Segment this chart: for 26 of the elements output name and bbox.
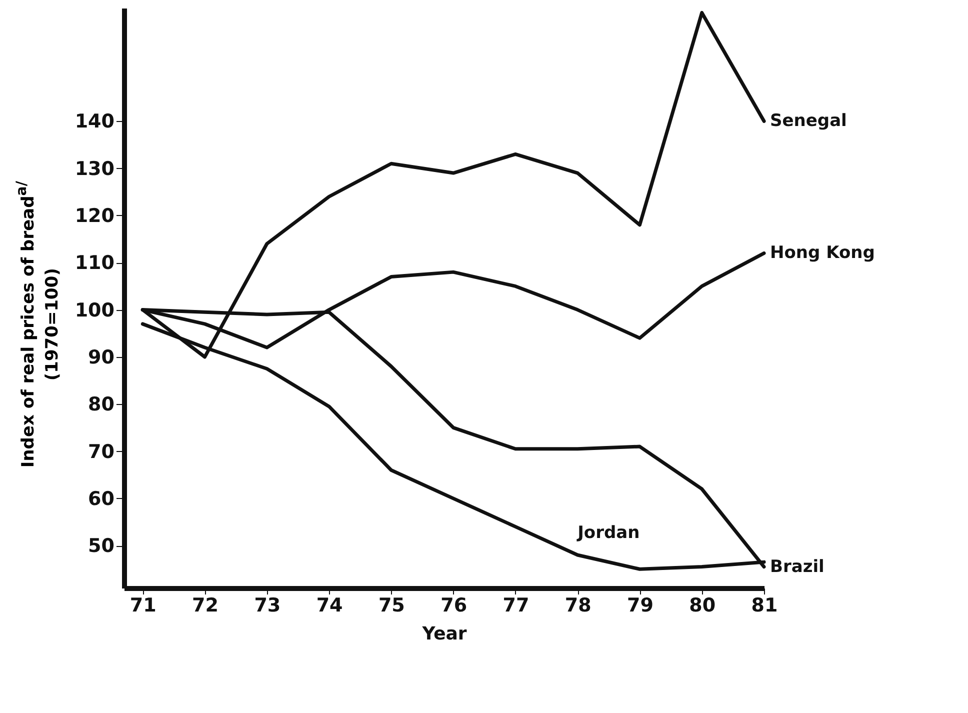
x-tick-label: 71 bbox=[130, 594, 156, 616]
series-label: Senegal bbox=[770, 111, 847, 132]
x-tick-label: 74 bbox=[316, 594, 342, 616]
series-label: Hong Kong bbox=[770, 243, 875, 264]
y-tick-label: 60 bbox=[88, 488, 114, 510]
series-label: Jordan bbox=[576, 522, 640, 543]
x-tick-label: 72 bbox=[192, 594, 218, 616]
x-tick-label: 73 bbox=[254, 594, 280, 616]
x-tick-label: 76 bbox=[440, 594, 467, 616]
x-tick-label: 78 bbox=[564, 594, 591, 616]
y-tick-label: 130 bbox=[74, 158, 114, 180]
y-tick-label: 120 bbox=[74, 204, 114, 227]
y-tick-label: 100 bbox=[74, 299, 114, 322]
x-tick-label: 79 bbox=[626, 594, 654, 616]
y-tick-label: 80 bbox=[88, 394, 114, 416]
y-tick-label: 140 bbox=[74, 110, 114, 133]
x-tick-label: 80 bbox=[688, 594, 716, 616]
x-axis-title: Year bbox=[420, 624, 467, 644]
y-tick-label: 70 bbox=[88, 440, 114, 463]
x-tick-label: 81 bbox=[750, 594, 778, 616]
x-tick-label: 75 bbox=[378, 594, 405, 616]
y-tick-label: 90 bbox=[88, 346, 114, 368]
series-label: Brazil bbox=[770, 556, 824, 577]
x-tick-label: 77 bbox=[502, 594, 529, 616]
y-tick-label: 50 bbox=[88, 535, 114, 558]
y-tick-label: 110 bbox=[74, 252, 114, 274]
